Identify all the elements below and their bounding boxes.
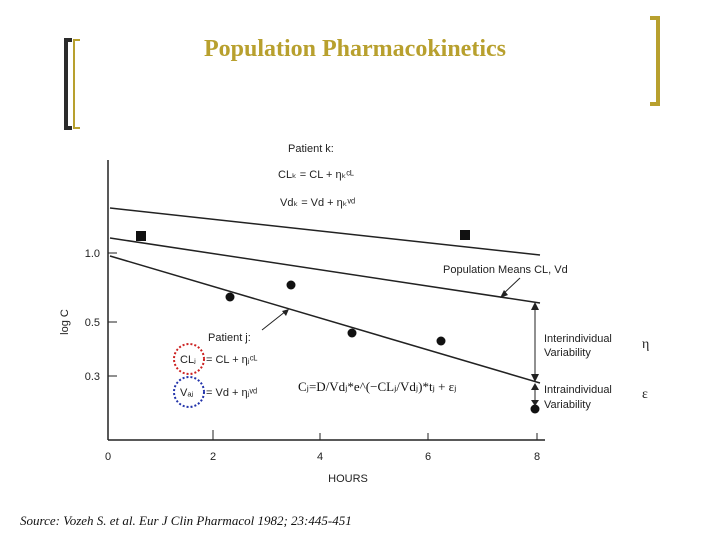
arrowhead bbox=[531, 374, 539, 382]
arrowhead bbox=[531, 302, 539, 310]
cl-highlight-circle bbox=[173, 343, 205, 375]
patient-k-observation bbox=[136, 231, 146, 241]
patient-k-line bbox=[109, 207, 541, 256]
right-bracket bbox=[650, 16, 660, 106]
x-tick-label: 0 bbox=[105, 451, 111, 463]
patient-j-observation bbox=[225, 292, 235, 302]
patient-j-arrow bbox=[261, 310, 287, 331]
intraindividual-label: Variability bbox=[544, 399, 591, 411]
interindividual-label: Interindividual bbox=[544, 333, 612, 345]
arrowhead bbox=[531, 400, 539, 406]
source-citation: Source: Vozeh S. et al. Eur J Clin Pharm… bbox=[20, 513, 352, 528]
concentration-equation: Cⱼ=D/Vdⱼ*e^(−CLⱼ/Vdⱼ)*tⱼ + εⱼ bbox=[298, 379, 456, 394]
patient-j-vd-lhs: Vₐⱼ bbox=[180, 387, 193, 399]
arrowhead bbox=[500, 290, 508, 298]
y-axis-label: log C bbox=[59, 309, 71, 335]
patient-j-vd-rhs: = Vd + ηⱼᵛᵈ bbox=[206, 387, 257, 399]
y-tick-label: 0.3 bbox=[85, 371, 100, 383]
patient-j-cl-lhs: CLⱼ bbox=[180, 354, 196, 366]
y-tick-label: 0.5 bbox=[85, 317, 100, 329]
patient-j-observation bbox=[286, 280, 296, 290]
vd-highlight-circle bbox=[173, 376, 205, 408]
x-axis-label: HOURS bbox=[328, 473, 368, 485]
patient-k-cl-equation: CLₖ = CL + ηₖᶜᴸ bbox=[278, 169, 354, 181]
x-tick-label: 6 bbox=[425, 451, 431, 463]
eta-symbol: η bbox=[642, 337, 649, 352]
patient-j-observation bbox=[347, 328, 357, 338]
patient-j-line bbox=[109, 255, 541, 384]
left-bracket-gold bbox=[73, 39, 80, 129]
epsilon-symbol: ε bbox=[642, 387, 648, 402]
patient-j-title: Patient j: bbox=[208, 332, 251, 344]
x-tick-label: 4 bbox=[317, 451, 323, 463]
patient-k-title: Patient k: bbox=[288, 143, 334, 155]
interindividual-label: Variability bbox=[544, 347, 591, 359]
patient-k-vd-equation: Vdₖ = Vd + ηₖᵛᵈ bbox=[280, 197, 355, 209]
patient-k-observation bbox=[460, 230, 470, 240]
y-tick-label: 1.0 bbox=[85, 248, 100, 260]
arrowhead bbox=[282, 309, 289, 316]
slide-title: Population Pharmacokinetics bbox=[203, 36, 506, 62]
left-bracket bbox=[64, 38, 72, 130]
intraindividual-label: Intraindividual bbox=[544, 384, 612, 396]
population-mean-line bbox=[109, 237, 541, 304]
patient-j-cl-rhs: = CL + ηⱼᶜᴸ bbox=[206, 354, 258, 366]
x-tick-label: 8 bbox=[534, 451, 540, 463]
patient-j-observation bbox=[530, 404, 540, 414]
arrowhead bbox=[531, 383, 539, 390]
x-tick-label: 2 bbox=[210, 451, 216, 463]
patient-j-observation bbox=[436, 336, 446, 346]
population-means-label: Population Means CL, Vd bbox=[443, 264, 568, 276]
